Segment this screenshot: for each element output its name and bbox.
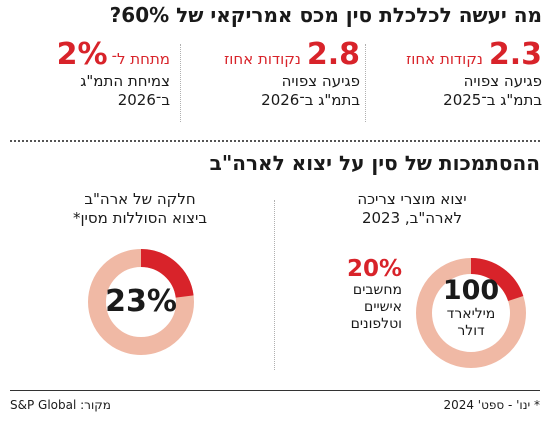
stat-desc-1: צמיחת התמ"ג <box>80 72 170 90</box>
battery-share-donut <box>88 249 194 355</box>
total-value: 100 <box>442 275 500 306</box>
donut-share-arc <box>140 249 194 299</box>
stat-unit: נקודות אחוז <box>406 50 483 68</box>
heading-line-2: לארה"ב, 2023 <box>361 209 463 227</box>
divider <box>180 44 181 122</box>
heading-line-1: יצוא מוצרי צריכה <box>357 190 467 208</box>
stat-value: 2.8 <box>306 37 360 72</box>
stat-value: 2% <box>56 37 108 72</box>
stat-gdp-2026: 2.8 נקודות אחוז פגיעה צפויה בתמ"ג ב־2026 <box>190 38 360 110</box>
footer-source: מקור: S&P Global <box>10 398 111 412</box>
total-unit-2: דולר <box>457 323 485 339</box>
share-value: 20% <box>346 256 402 282</box>
stat-desc-1: פגיעה צפויה <box>281 72 360 90</box>
donut-share-arc <box>470 258 524 302</box>
column-divider <box>274 200 275 370</box>
stat-unit: נקודות אחוז <box>224 50 301 68</box>
stat-desc-2: בתמ"ג ב־2025 <box>443 91 542 109</box>
heading-line-1: חלקה של ארה"ב <box>84 190 196 208</box>
consumer-exports-donut <box>416 258 526 368</box>
share-line-2: אישיים <box>364 299 402 315</box>
consumer-exports-heading: יצוא מוצרי צריכה לארה"ב, 2023 <box>282 190 542 228</box>
total-unit-1: מיליארד <box>446 306 496 322</box>
consumer-exports-total: 100 מיליארד דולר <box>412 276 530 340</box>
heading-line-2: ביצוא הסוללות מסין* <box>72 209 208 227</box>
share-line-3: וטלפונים <box>350 316 402 332</box>
stat-unit: מתחת ל־ <box>111 50 170 68</box>
footer-rule <box>10 390 540 391</box>
divider <box>365 44 366 122</box>
stat-gdp-2025: 2.3 נקודות אחוז פגיעה צפויה בתמ"ג ב־2025 <box>372 38 542 110</box>
battery-share-heading: חלקה של ארה"ב ביצוא הסוללות מסין* <box>10 190 270 228</box>
page-title: מה יעשה לכלכלת סין מכס אמריקאי של 60%? <box>109 3 542 27</box>
section-separator <box>10 140 540 142</box>
share-line-1: מחשבים <box>352 282 402 298</box>
battery-share-value: 23% <box>105 284 177 319</box>
stat-desc-1: פגיעה צפויה <box>463 72 542 90</box>
stat-growth-2026: מתחת ל־ 2% צמיחת התמ"ג ב־2026 <box>0 38 170 110</box>
footer-note: * ינו' - ספט' 2024 <box>443 398 540 412</box>
stat-desc-2: בתמ"ג ב־2026 <box>261 91 360 109</box>
section-title: ההסתמכות של סין על יצוא לארה"ב <box>209 151 540 175</box>
stat-value: 2.3 <box>488 37 542 72</box>
pc-phones-share-label: 20% מחשבים אישיים וטלפונים <box>300 256 402 333</box>
stat-desc-2: ב־2026 <box>117 91 170 109</box>
